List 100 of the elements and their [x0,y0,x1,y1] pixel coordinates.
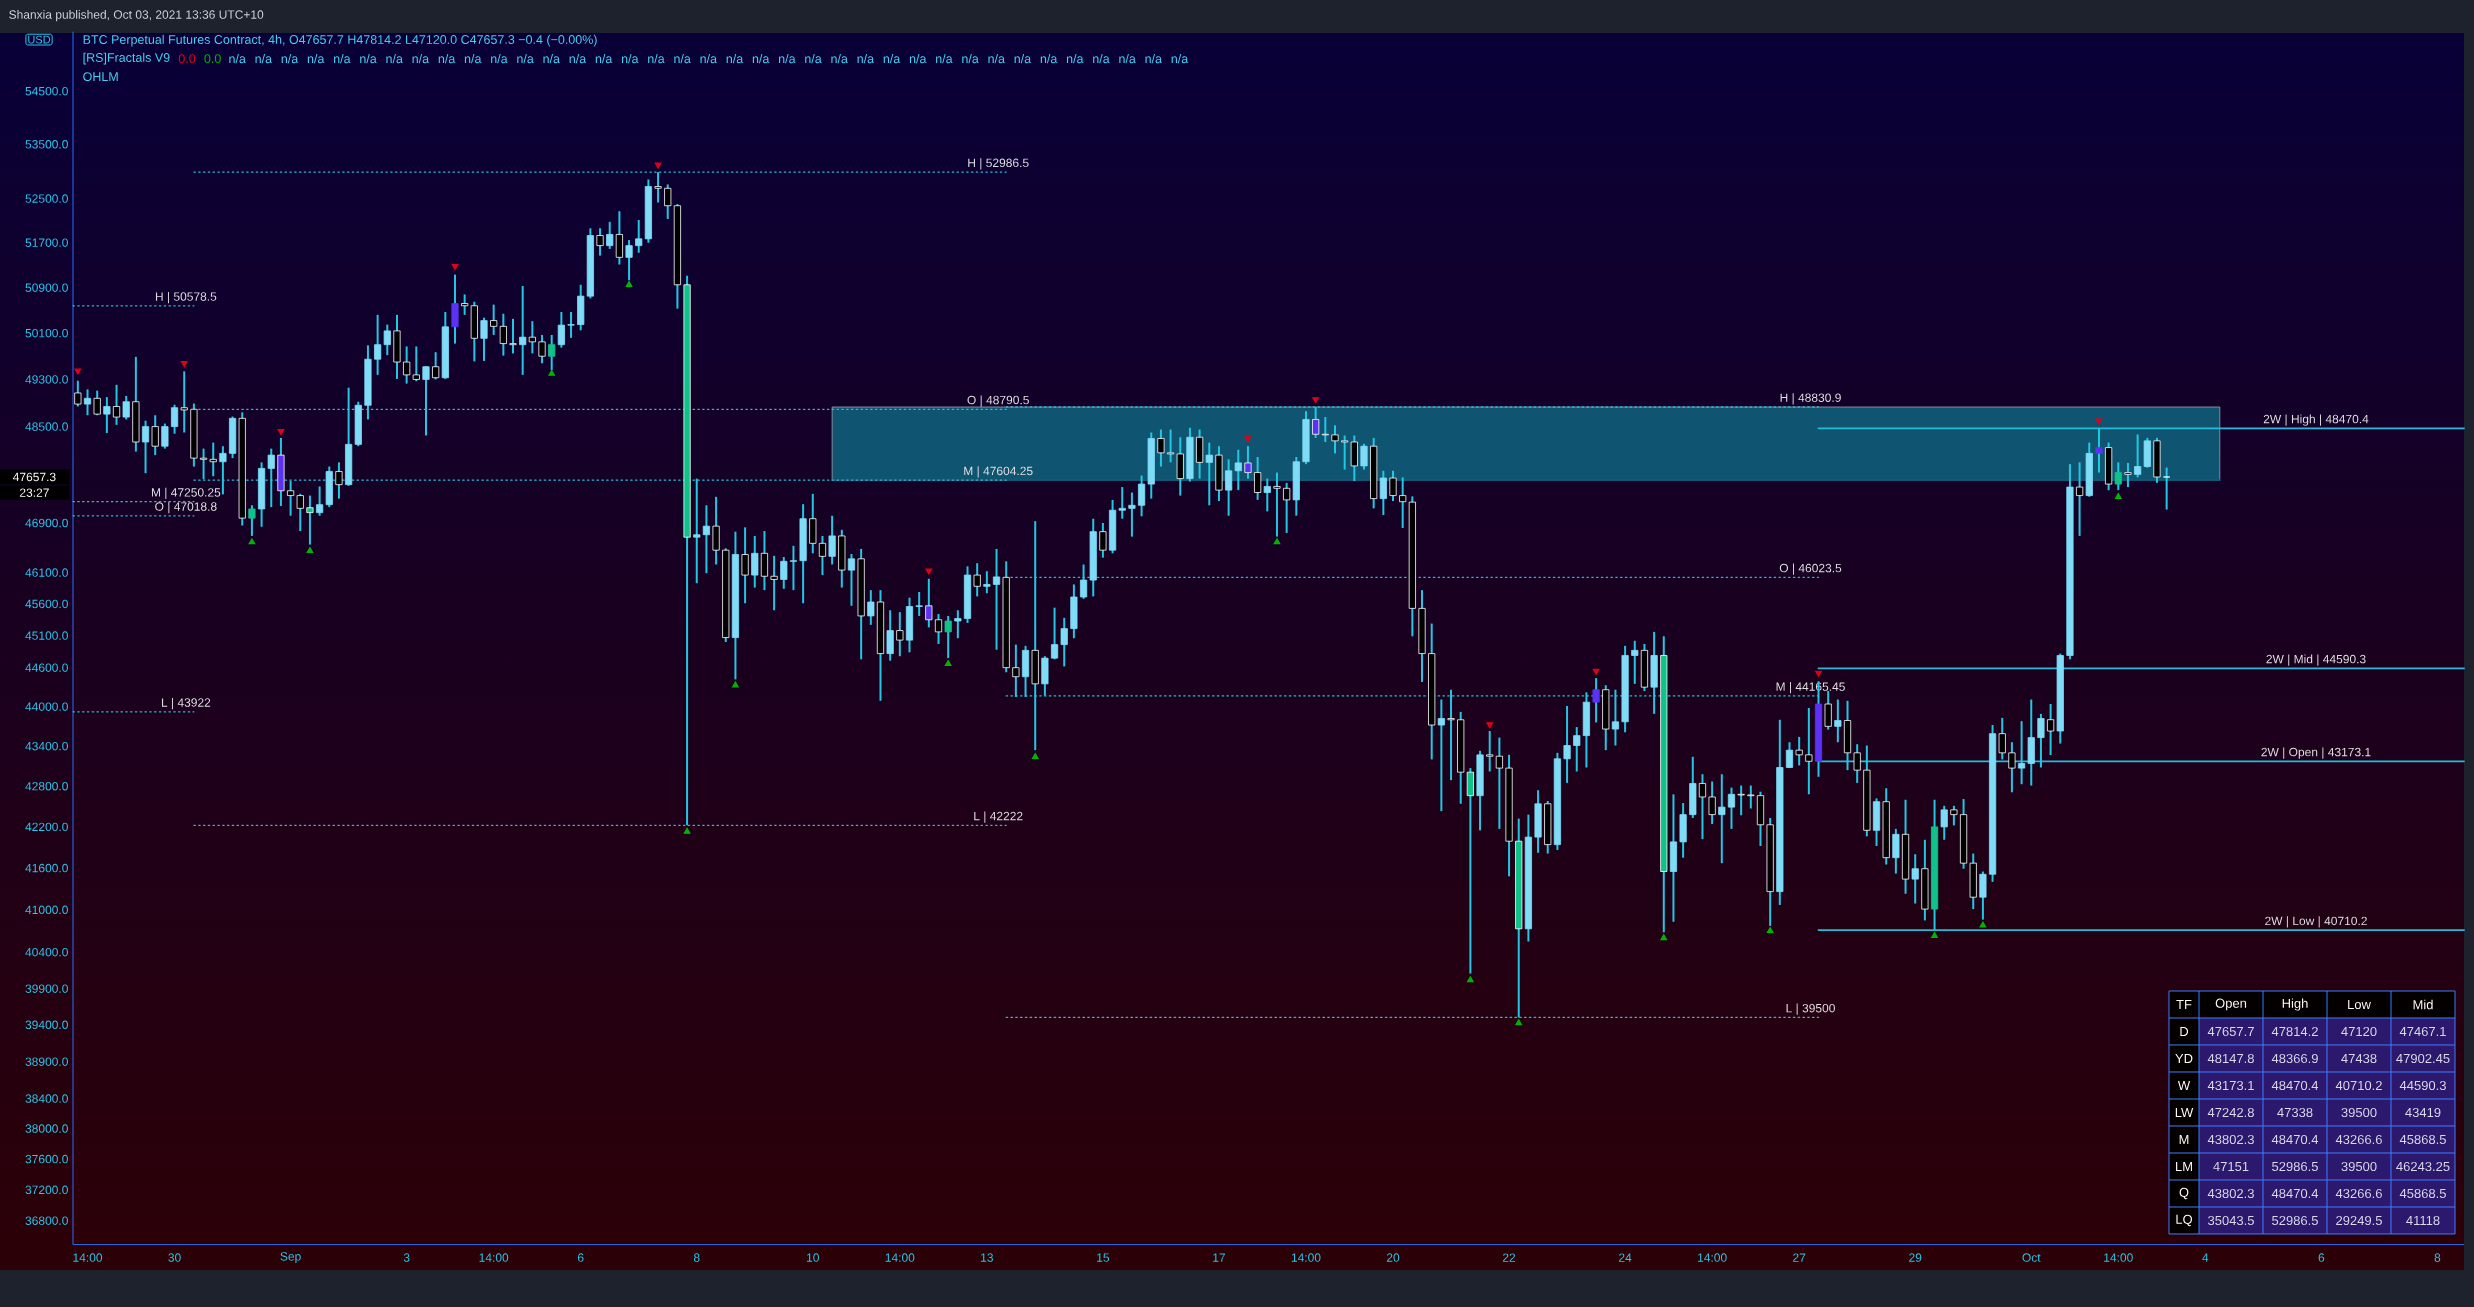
y-tick-label: 46900.0 [25,518,68,528]
x-tick-label: 10 [807,1253,819,1262]
series-label: O | 48790.5 [967,395,1029,407]
annotation: 44590.3 [2399,1080,2446,1091]
category-label: LQ [2176,1214,2193,1227]
y-tick-label: 53500.0 [25,140,68,149]
y-tick-label: 44600.0 [25,663,68,672]
annotation: 52986.5 [2272,1161,2318,1172]
category-label: M [2179,1135,2189,1144]
series-label: H | 52986.5 [968,158,1029,170]
annotation: OHLM [83,72,118,82]
category-label: W [2177,1081,2191,1090]
series-label: L | 43922 [161,697,211,710]
series-label: O | 46023.5 [1779,563,1842,575]
series-label: 2W | Low | 40710.2 [2265,916,2367,928]
y-tick-label: 38900.0 [25,1057,68,1066]
annotation: 0.0 [204,54,221,64]
series-label: 2W | Mid | 44590.3 [2266,654,2366,666]
text: Shanxia published, Oct 03, 2021 13:36 UTC+10 [9,10,264,22]
annotation: 43419 [2405,1107,2441,1118]
annotation: 52986.5 [2272,1215,2318,1226]
x-tick-label: 14:00 [1698,1253,1727,1262]
category-label: Open [2215,998,2247,1011]
x-tick-label: 4 [2202,1253,2209,1262]
x-tick-label: 27 [1793,1253,1806,1262]
annotation: 43173.1 [2207,1080,2254,1091]
series-label: H | 50578.5 [155,291,217,304]
y-tick-label: 50100.0 [25,328,68,338]
annotation: 47467.1 [2399,1026,2446,1037]
text: 23:27 [20,488,49,497]
annotation: 48366.9 [2271,1053,2318,1064]
category-label: YD [2175,1054,2193,1063]
y-tick-label: 50900.0 [25,283,68,292]
category-label: LM [2176,1162,2192,1171]
y-tick-label: 40400.0 [25,947,68,957]
x-tick-label: 30 [168,1253,181,1262]
y-tick-label: 37200.0 [25,1185,68,1195]
x-tick-label: 20 [1386,1253,1400,1262]
chart-title: BTC Perpetual Futures Contract, 4h, O47657.7 H47814.2 L47120.0 C47657.3 −0.4 (−0.00%) [83,34,597,47]
annotation: 47814.2 [2271,1026,2318,1037]
x-tick-label: 6 [577,1253,584,1262]
annotation: 43802.3 [2207,1188,2254,1199]
annotation: 47438 [2341,1053,2377,1064]
y-tick-label: 42200.0 [25,822,68,832]
y-tick-label: 38400.0 [25,1094,68,1103]
annotation: 47242.8 [2207,1107,2254,1118]
x-tick-label: 14:00 [2104,1253,2133,1262]
y-tick-label: 52500.0 [25,194,68,203]
y-tick-label: 45600.0 [25,599,68,609]
category-label: High [2282,998,2308,1011]
x-tick-label: Oct [2022,1253,2041,1262]
text: 47657.3 [13,472,56,482]
category-label: Low [2348,999,2371,1010]
annotation: 46243.25 [2396,1161,2450,1172]
annotation: 48470.4 [2271,1134,2319,1145]
y-tick-label: 38000.0 [25,1124,68,1133]
annotation: 47902.45 [2396,1053,2450,1064]
y-axis-title: USD [28,35,51,44]
annotation: 48147.8 [2207,1053,2254,1064]
y-tick-label: 36800.0 [25,1216,68,1225]
annotation: n/a n/a n/a n/a n/a n/a n/a n/a n/a n/a n/a n/a n/a n/a n/a n/a n/a n/a n/a n/a n/a n/a n/a n/a n/a n/a n/a n/a n/a n/a n/a n/a n/a n/a n/a n/a n/a [229,53,1189,64]
x-tick-label: 29 [1909,1253,1922,1262]
series-label: L | 39500 [1786,1003,1835,1015]
series-label: L | 42222 [974,811,1023,823]
y-tick-label: 41600.0 [25,863,68,873]
annotation: 48470.4 [2271,1080,2319,1091]
x-tick-label: 8 [2434,1253,2441,1262]
annotation: 48470.4 [2271,1188,2319,1199]
y-tick-label: 46100.0 [25,568,68,577]
x-tick-label: 14:00 [479,1253,509,1262]
annotation: 0.0 [178,54,196,64]
x-tick-label: 17 [1213,1253,1226,1262]
annotation: 47120 [2341,1026,2377,1037]
series-label: M | 47604.25 [964,466,1033,478]
category-label: LW [2175,1108,2194,1117]
y-tick-label: 49300.0 [25,375,68,384]
category-label: Mid [2413,999,2433,1010]
annotation: 40710.2 [2335,1080,2382,1091]
series-label: O | 47018.8 [155,501,217,514]
category-label: D [2180,1027,2189,1036]
y-tick-label: 48500.0 [25,422,68,431]
y-tick-label: 39900.0 [25,984,68,993]
y-tick-label: 44000.0 [25,702,68,711]
x-tick-label: 22 [1503,1253,1516,1262]
annotation: 43802.3 [2207,1134,2254,1145]
y-tick-label: 54500.0 [25,86,68,96]
y-tick-label: 39400.0 [25,1020,68,1030]
annotation: 43266.6 [2335,1134,2382,1145]
x-tick-label: Sep [280,1252,301,1264]
series-label: H | 48830.9 [1780,393,1841,405]
annotation: 47657.7 [2207,1026,2254,1037]
y-tick-label: 51700.0 [25,238,68,247]
x-tick-label: 24 [1619,1253,1632,1262]
y-tick-label: 42800.0 [25,781,68,791]
y-tick-label: 41000.0 [25,905,68,915]
x-tick-label: 13 [981,1253,994,1262]
category-label: Q [2179,1187,2189,1200]
series-label: 2W | Open | 43173.1 [2261,747,2371,759]
text: TF [2176,1000,2192,1009]
annotation: 41118 [2406,1215,2440,1226]
